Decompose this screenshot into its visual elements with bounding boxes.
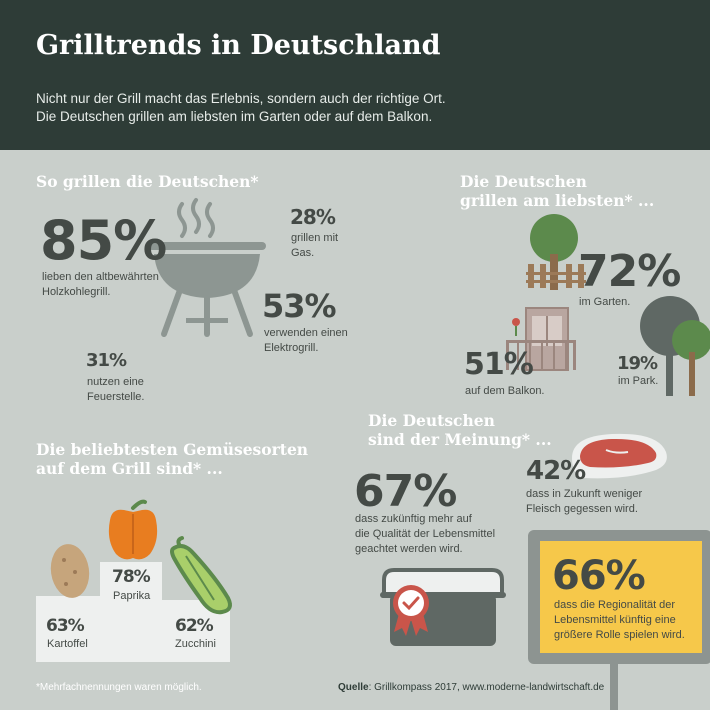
balcony-icon (506, 307, 576, 371)
stat-park-value: 19% (617, 353, 658, 374)
stat-regional-label: dass die Regionalität der Lebensmittel kü… (554, 599, 685, 641)
footnote: *Mehrfachnennungen waren möglich. (36, 682, 202, 693)
regional-sign-panel (540, 541, 702, 653)
page-title: Grilltrends in Deutschland (36, 30, 441, 61)
stat-garden-value: 72% (578, 246, 681, 297)
stat-electric-value: 53% (262, 287, 337, 325)
quality-seal-icon (393, 585, 429, 636)
stat-less-meat-value: 42% (526, 456, 586, 486)
grill-section-heading: So grillen die Deutschen* (36, 172, 259, 191)
stat-potato-value: 63% (46, 616, 85, 636)
zucchini-icon (170, 536, 232, 615)
garden-fence-icon (526, 264, 586, 288)
subtitle-line-2: Die Deutschen grillen am liebsten im Gar… (36, 109, 433, 124)
stat-less-meat-label: dass in Zukunft weniger Fleisch gegessen … (526, 488, 643, 515)
stat-charcoal-value: 85% (40, 209, 167, 272)
stat-charcoal-label: lieben den altbewährten Holzkohlegrill. (42, 271, 159, 298)
subtitle-line-1: Nicht nur der Grill macht das Erlebnis, … (36, 91, 446, 106)
stat-firepit-value: 31% (86, 350, 127, 371)
stat-balcony-label: auf dem Balkon. (465, 385, 545, 397)
vegetables-section-heading: Die beliebtesten Gemüsesorten auf dem Gri… (36, 440, 309, 478)
stat-park-label: im Park. (618, 375, 659, 387)
park-trees-icon (640, 296, 710, 396)
stat-gas-value: 28% (290, 205, 336, 229)
stat-regional-value: 66% (552, 553, 646, 599)
podium-center (100, 562, 162, 662)
stat-potato-label: Kartoffel (47, 638, 88, 650)
bell-pepper-icon (108, 499, 158, 560)
stat-quality-label: dass zukünftig mehr auf die Qualität der … (355, 513, 496, 555)
potato-icon (50, 544, 90, 598)
source-credit: Quelle: Grillkompass 2017, www.moderne-l… (338, 682, 605, 693)
charcoal-grill-icon (148, 198, 266, 337)
stat-pepper-value: 78% (112, 567, 151, 587)
page-subtitle: Nicht nur der Grill macht das Erlebnis, … (36, 90, 676, 126)
places-section-heading: Die Deutschen grillen am liebsten* ... (460, 172, 655, 210)
stat-gas-label: grillen mit Gas. (291, 232, 339, 259)
podium-left (36, 596, 100, 662)
stat-electric-label: verwenden einen Elektrogrill. (264, 327, 348, 354)
header-banner (0, 0, 710, 150)
stat-firepit-label: nutzen eine Feuerstelle. (87, 376, 145, 403)
stat-zucchini-label: Zucchini (175, 638, 216, 650)
opinion-section-heading: Die Deutschen sind der Meinung* ... (368, 411, 552, 449)
stat-zucchini-value: 62% (175, 616, 214, 636)
stat-pepper-label: Paprika (113, 590, 151, 602)
steak-icon (572, 433, 667, 479)
stat-quality-value: 67% (354, 466, 457, 517)
stat-garden-label: im Garten. (579, 296, 631, 308)
stat-balcony-value: 51% (464, 347, 534, 382)
sign-post (610, 664, 618, 710)
